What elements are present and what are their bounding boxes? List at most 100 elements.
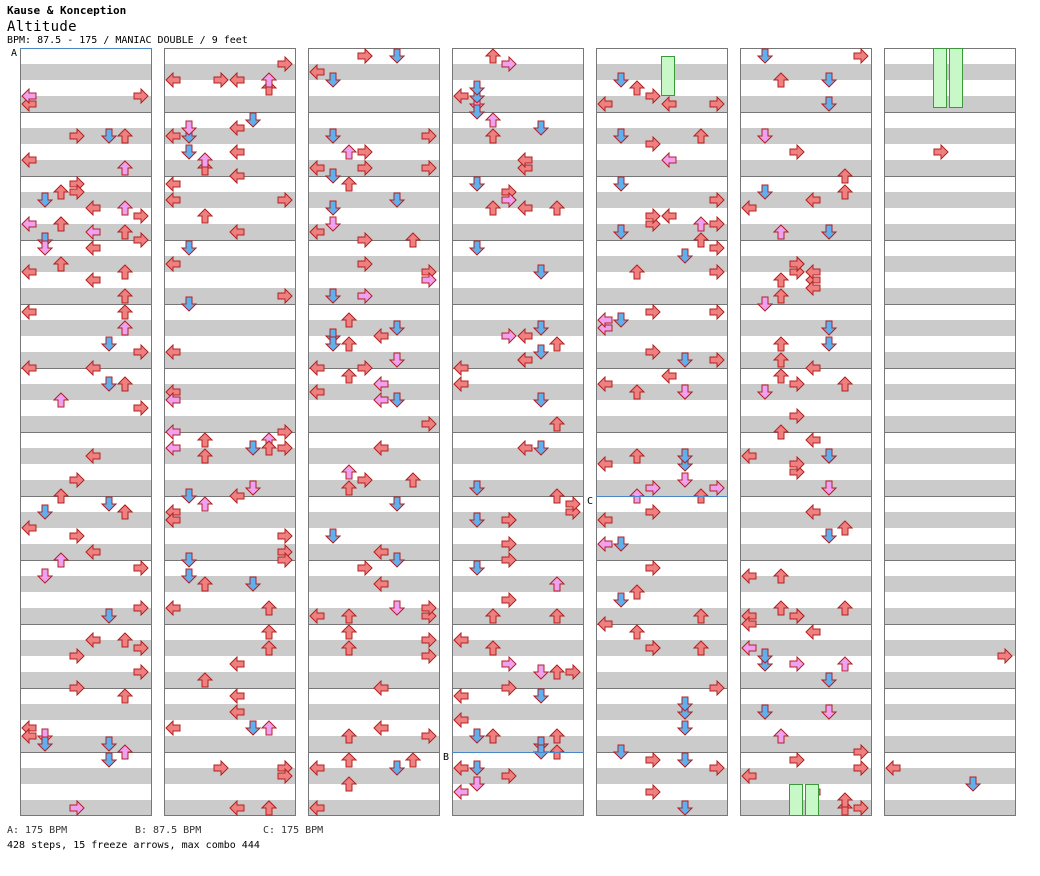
- beat-band: [741, 640, 871, 656]
- beat-band: [741, 448, 871, 464]
- up-arrow-icon: [117, 744, 133, 760]
- down-arrow-icon: [469, 240, 485, 256]
- right-arrow-icon: [133, 560, 149, 576]
- bpm-change-line: [452, 752, 584, 753]
- right-arrow-icon: [277, 528, 293, 544]
- down-arrow-icon: [821, 528, 837, 544]
- down-arrow-icon: [965, 776, 981, 792]
- right-arrow-icon: [421, 728, 437, 744]
- down-arrow-icon: [821, 336, 837, 352]
- left-arrow-icon: [229, 120, 245, 136]
- up-arrow-icon: [773, 600, 789, 616]
- right-arrow-icon: [853, 48, 869, 64]
- up-arrow-icon: [341, 608, 357, 624]
- up-arrow-icon: [693, 640, 709, 656]
- up-arrow-icon: [837, 656, 853, 672]
- beat-band: [21, 512, 151, 528]
- up-arrow-icon: [53, 552, 69, 568]
- up-arrow-icon: [117, 200, 133, 216]
- right-arrow-icon: [645, 752, 661, 768]
- right-arrow-icon: [421, 632, 437, 648]
- up-arrow-icon: [117, 320, 133, 336]
- down-arrow-icon: [181, 488, 197, 504]
- up-arrow-icon: [197, 208, 213, 224]
- beat-band: [165, 672, 295, 688]
- up-arrow-icon: [53, 392, 69, 408]
- beat-band: [597, 192, 727, 208]
- measure-line: [309, 752, 439, 753]
- measure-line: [597, 624, 727, 625]
- left-arrow-icon: [229, 704, 245, 720]
- beat-band: [165, 416, 295, 432]
- measure-line: [453, 240, 583, 241]
- right-arrow-icon: [709, 96, 725, 112]
- beat-band: [741, 704, 871, 720]
- left-arrow-icon: [597, 96, 613, 112]
- up-arrow-icon: [485, 640, 501, 656]
- up-arrow-icon: [197, 448, 213, 464]
- left-arrow-icon: [85, 360, 101, 376]
- beat-band: [597, 512, 727, 528]
- measure-line: [453, 560, 583, 561]
- measure-line: [165, 624, 295, 625]
- beat-band: [309, 352, 439, 368]
- bpm-legend-a: A: 175 BPM: [7, 825, 68, 836]
- beat-band: [21, 672, 151, 688]
- up-arrow-icon: [629, 80, 645, 96]
- up-arrow-icon: [485, 128, 501, 144]
- down-arrow-icon: [389, 600, 405, 616]
- beat-band: [453, 672, 583, 688]
- right-arrow-icon: [709, 240, 725, 256]
- beat-band: [741, 256, 871, 272]
- beat-band: [453, 64, 583, 80]
- beat-band: [597, 640, 727, 656]
- left-arrow-icon: [597, 616, 613, 632]
- beat-band: [597, 736, 727, 752]
- left-arrow-icon: [229, 800, 245, 816]
- right-arrow-icon: [421, 160, 437, 176]
- measure-line: [453, 815, 583, 816]
- left-arrow-icon: [21, 152, 37, 168]
- bpm-change-line: [596, 496, 728, 497]
- down-arrow-icon: [469, 760, 485, 776]
- left-arrow-icon: [453, 88, 469, 104]
- down-arrow-icon: [389, 552, 405, 568]
- measure-line: [597, 240, 727, 241]
- up-arrow-icon: [53, 184, 69, 200]
- down-arrow-icon: [533, 320, 549, 336]
- left-arrow-icon: [21, 264, 37, 280]
- right-arrow-icon: [357, 144, 373, 160]
- measure-line: [309, 304, 439, 305]
- up-arrow-icon: [693, 232, 709, 248]
- measure-line: [21, 688, 151, 689]
- beat-band: [309, 192, 439, 208]
- up-arrow-icon: [773, 728, 789, 744]
- left-arrow-icon: [165, 424, 181, 440]
- down-arrow-icon: [821, 448, 837, 464]
- up-arrow-icon: [693, 216, 709, 232]
- bpm-change-line: [20, 48, 152, 49]
- down-arrow-icon: [181, 568, 197, 584]
- up-arrow-icon: [117, 304, 133, 320]
- left-arrow-icon: [21, 360, 37, 376]
- beat-band: [453, 192, 583, 208]
- measure-line: [597, 432, 727, 433]
- down-arrow-icon: [37, 192, 53, 208]
- beat-band: [453, 640, 583, 656]
- chart-column-1: [20, 48, 152, 816]
- right-arrow-icon: [645, 304, 661, 320]
- measure-line: [885, 304, 1015, 305]
- beat-band: [165, 288, 295, 304]
- left-arrow-icon: [741, 616, 757, 632]
- down-arrow-icon: [613, 536, 629, 552]
- right-arrow-icon: [709, 680, 725, 696]
- beat-band: [741, 480, 871, 496]
- beat-band: [597, 768, 727, 784]
- measure-line: [21, 560, 151, 561]
- beat-band: [885, 544, 1015, 560]
- down-arrow-icon: [757, 648, 773, 664]
- down-arrow-icon: [245, 480, 261, 496]
- bpm-marker-a: A: [11, 48, 18, 59]
- down-arrow-icon: [613, 744, 629, 760]
- up-arrow-icon: [53, 256, 69, 272]
